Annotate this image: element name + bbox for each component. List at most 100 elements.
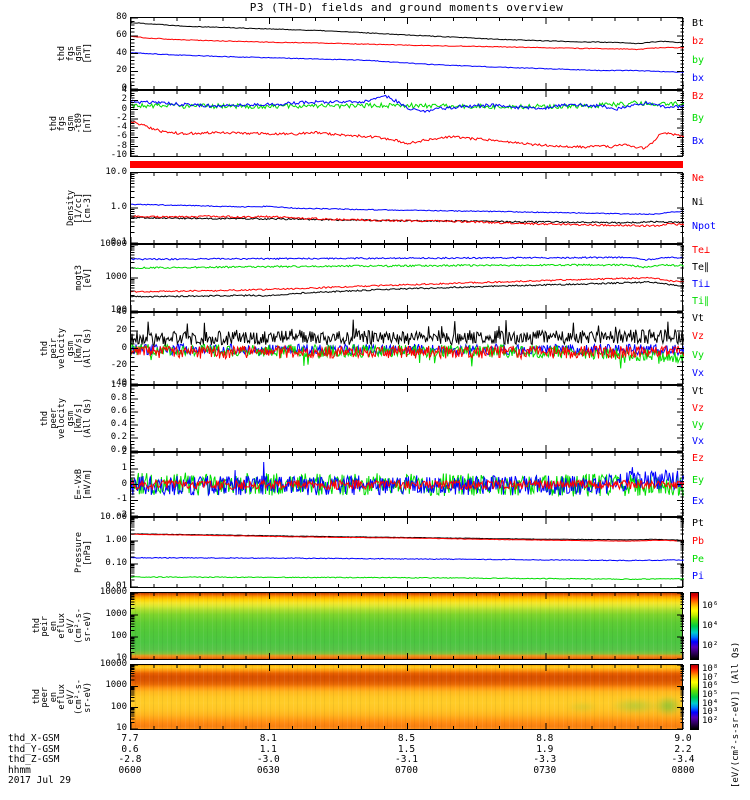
y-axis-title-peer-en-eflux: thd peer en eflux eV/(cm²-s-sr-eV) [30,664,93,730]
trace-label-Vz: Vz [692,331,705,343]
y-axis-title-peir-en-eflux: thd peir en eflux eV/(cm²-s-sr-eV) [30,592,93,660]
y-tick-label: 0.8 [110,393,127,403]
axis-ticks [131,453,684,516]
axis-ticks [131,18,684,89]
y-tick-label: 10000 [99,587,127,597]
colorbar-tick-label: 10⁶ [702,601,719,612]
panel-plot-density [131,173,684,243]
colorbar-tick-label: 10² [702,715,719,726]
y-tick-label: 10.00 [99,512,127,522]
axis-tick-value: 8.5 [397,733,416,744]
panel-pressure [130,517,684,588]
panel-plot-fgs-gsm-t89 [131,91,684,156]
y-tick-label: 1000 [105,272,127,282]
y-tick-label: 10 [116,653,127,663]
colorbar-tick-label: 10⁴ [702,621,719,631]
trace-Bz [131,121,684,150]
axis-row-label: thd_X-GSM [8,733,60,744]
panel-quality-flag [130,157,683,172]
trace-label-Vy: Vy [692,349,705,361]
trace-Pi [131,556,684,562]
y-tick-label: 20 [116,65,127,76]
axis-ticks [131,245,684,311]
trace-Pb [131,533,684,542]
trace-label-Pe: Pe [692,553,705,565]
trace-label-Vt: Vt [692,313,705,324]
panel-peir-velocity [130,312,684,385]
y-tick-label: -10 [110,150,127,160]
panel-fgs-gsm-t89 [130,90,684,157]
y-tick-label: 1.00 [105,535,127,545]
y-axis-title-line: sr-eV) [82,610,93,642]
y-axis-title-line: [nPa] [82,539,93,566]
axis-ticks [131,518,684,587]
panel-density [130,172,684,244]
trace-label-By: By [692,113,705,125]
y-tick-label: 100 [110,701,127,712]
y-tick-label: 100 [110,631,127,641]
trace-label-Te: Te∥ [692,262,710,273]
trace-bz [131,35,684,51]
spec-overlay [654,695,682,717]
axis-tick-value: 1.5 [397,743,416,755]
y-tick-label: 10.0 [105,167,127,177]
trace-label-Bz: Bz [692,91,705,102]
y-axis-title-fgs-gsm-t89: thd fgs gsm -t89 [nT] [30,90,93,157]
axis-ticks [131,91,684,156]
y-tick-label: 1.0 [110,202,127,212]
trace-label-Ni: Ni [692,197,705,208]
axis-ticks [131,173,684,243]
trace-label-Ne: Ne [692,173,705,184]
y-tick-label: 0.2 [110,432,127,442]
panel-plot-fgs-gsm [131,18,684,89]
y-tick-label: 2 [121,94,127,105]
panel-plot-peer-velocity [131,386,684,451]
trace-Te-para [131,280,684,298]
y-axis-title-line: [nT] [82,113,93,134]
trace-Bx [131,94,684,113]
y-axis-title-mogt3: mogt3 [eV] [30,244,93,312]
y-axis-title-line: [mV/m] [82,469,93,500]
spec-overlay [610,698,660,714]
y-axis-title-line: [cm-3] [82,192,93,224]
y-axis-title-peir-velocity: thd peir velocity gsm [km/s] (All Qs) [30,312,93,385]
trace-label-Te: Te⊥ [692,245,711,256]
axis-tick-value: 0.6 [121,743,139,755]
panel-peer-velocity [130,385,684,452]
axis-tick-value: 1.9 [536,743,554,755]
spec-overlay [566,702,600,713]
trace-label-Pb: Pb [692,535,705,547]
axis-tick-value: -3.4 [671,754,695,765]
trace-label-Ti: Ti∥ [692,296,710,307]
panel-e-vxb [130,452,684,517]
trace-label-Vz: Vz [692,402,705,414]
y-tick-label: -4 [116,122,127,133]
trace-label-by: by [692,54,705,66]
trace-Vz [131,344,684,361]
axis-tick-value: -3.0 [256,754,280,765]
y-tick-label: 80 [116,12,127,22]
panel-plot-pressure [131,518,684,587]
panel-fgs-gsm [130,17,684,90]
colorbar-tick-label: 10⁸ [702,664,719,675]
trace-Bt [131,22,684,45]
axis-tick-value: 9.0 [674,733,692,744]
colorbar-tick-label: 10⁴ [702,698,719,709]
y-tick-label: 0.0 [110,445,127,455]
axis-row-label: thd_Z-GSM [8,754,60,765]
axis-tick-value: 0630 [256,764,280,776]
y-axis-title-line: sr-eV) [82,681,93,713]
axis-row-label: hhmm [8,764,31,776]
trace-Ni [131,216,684,224]
y-tick-label: 0.6 [110,406,127,416]
axis-tick-value: -3.1 [395,754,418,765]
trace-Ez [131,478,684,491]
y-tick-label: 1 [121,462,127,473]
y-tick-label: 10 [116,723,127,733]
y-tick-label: 0.10 [105,558,127,568]
y-tick-label: 1000 [105,609,127,619]
axis-row-label: thd_Y-GSM [8,743,60,755]
y-tick-label: 40 [116,307,127,317]
y-tick-label: -6 [116,131,127,142]
y-tick-label: 60 [116,29,127,40]
